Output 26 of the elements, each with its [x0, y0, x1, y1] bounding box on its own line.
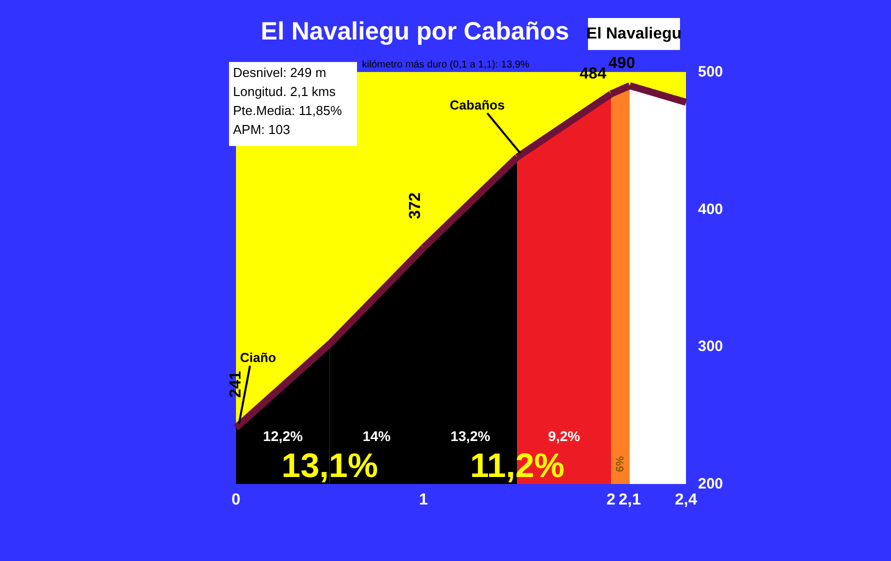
annotation: 12,2% — [263, 428, 304, 444]
annotation: 241 — [228, 370, 244, 398]
annotation: 372 — [407, 192, 424, 220]
x-tick-label: 1 — [419, 492, 428, 508]
annotation: Ciaño — [240, 350, 276, 366]
annotation: Desnivel: 249 m — [233, 65, 326, 80]
annotation: 13,2% — [450, 428, 491, 444]
annotation: Pte.Media: 11,85% — [233, 103, 342, 118]
annotation: 14% — [362, 428, 392, 444]
y-tick-label: 300 — [698, 338, 724, 356]
y-tick-label: 200 — [698, 476, 724, 492]
annotation: 6% — [614, 456, 626, 472]
y-tick-label: 400 — [698, 200, 724, 218]
annotation: APM: 103 — [233, 122, 290, 137]
x-tick-label: 2,1 — [618, 492, 641, 508]
y-tick-label: 500 — [698, 64, 724, 80]
annotation: 13,1% — [282, 447, 378, 485]
chart-title: El Navaliegu por Cabaños — [260, 18, 570, 46]
annotation: 9,2% — [548, 428, 581, 444]
text: kilómetro más duro (0,1 a 1,1): 13,9% — [362, 60, 530, 70]
x-tick-label: 2,4 — [674, 492, 698, 508]
x-tick-label: 0 — [232, 492, 241, 508]
annotation: Cabaños — [450, 98, 505, 113]
annotation: Longitud. 2,1 kms — [233, 84, 336, 99]
x-tick-label: 2 — [606, 492, 616, 508]
annotation: 490 — [608, 55, 636, 72]
